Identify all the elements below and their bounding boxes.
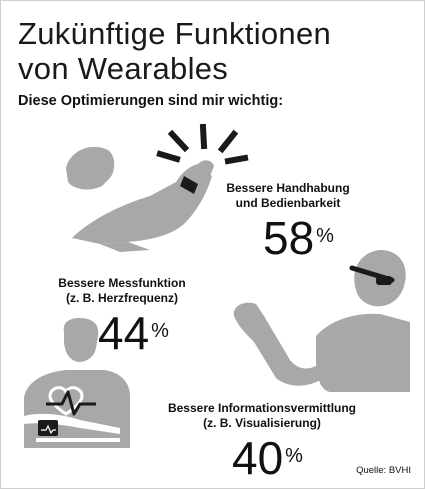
title-line-1: Zukünftige Funktionen	[18, 16, 332, 51]
hand-with-smartwatch-icon	[66, 123, 249, 252]
label-line-1: Bessere Handhabung	[226, 181, 350, 195]
percent-sign: %	[285, 445, 303, 467]
value-number: 44	[98, 307, 150, 359]
title-line-2: von Wearables	[18, 51, 229, 86]
label-line-2: (z. B. Visualisierung)	[203, 416, 321, 430]
value-informationsvermittlung: 40%	[232, 435, 303, 481]
value-number: 40	[232, 432, 284, 484]
percent-sign: %	[316, 225, 334, 247]
subtitle: Diese Optimierungen sind mir wichtig:	[18, 93, 284, 109]
source-note: Quelle: BVHI	[356, 465, 411, 476]
label-line-1: Bessere Informationsvermittlung	[167, 401, 357, 415]
person-with-heartbeat-icon	[24, 318, 130, 448]
label-line-1: Bessere Messfunktion	[58, 276, 186, 290]
label-informationsvermittlung: Bessere Informationsvermittlung (z. B. V…	[152, 401, 372, 431]
value-number: 58	[263, 212, 315, 264]
percent-sign: %	[151, 320, 169, 342]
label-line-2: (z. B. Herzfrequenz)	[65, 291, 178, 305]
value-messfunktion: 44%	[98, 310, 169, 356]
person-with-smartglasses-icon	[233, 250, 410, 392]
label-handhabung: Bessere Handhabung und Bedienbarkeit	[213, 181, 363, 211]
label-line-2: und Bedienbarkeit	[235, 196, 341, 210]
page-title: Zukünftige Funktionen von Wearables	[18, 16, 418, 86]
value-handhabung: 58%	[263, 215, 334, 261]
label-messfunktion: Bessere Messfunktion (z. B. Herzfrequenz…	[44, 276, 200, 306]
